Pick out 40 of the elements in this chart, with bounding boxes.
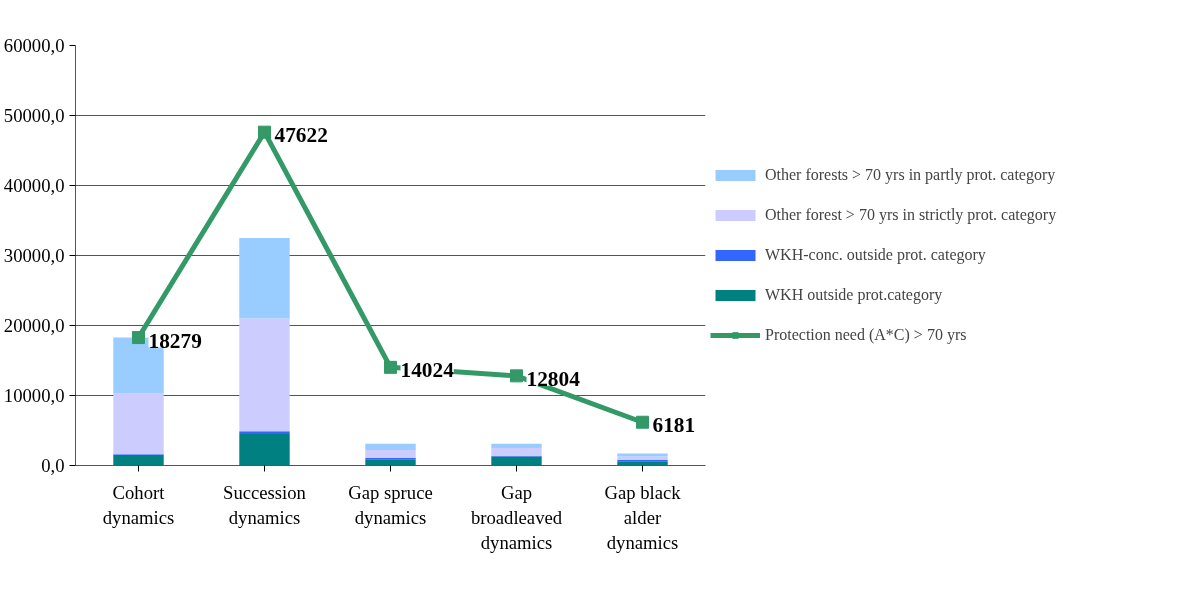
bar	[239, 431, 290, 434]
point	[132, 331, 145, 345]
bar	[365, 443, 416, 451]
bar	[491, 443, 542, 448]
bar	[365, 450, 416, 458]
y-tick-label: 40000,0	[3, 175, 65, 196]
bar	[491, 448, 542, 456]
point	[258, 125, 271, 139]
x-tick-label: Gap broadleaved dynamics	[470, 481, 563, 553]
x-tick-label: Succession dynamics	[223, 481, 307, 528]
legend-label: WKH-conc. outside prot. category	[765, 246, 986, 264]
bar	[617, 461, 668, 466]
x-tick-label: Gap black alder dynamics	[604, 481, 682, 553]
data-label: 6181	[652, 413, 696, 438]
point	[384, 360, 397, 374]
bar	[365, 459, 416, 466]
x-tick-label: Cohort dynamics	[102, 481, 175, 528]
point	[510, 369, 523, 383]
y-tick-label: 30000,0	[3, 245, 65, 266]
bar	[113, 455, 164, 466]
data-label: 14024	[400, 358, 455, 383]
bar	[239, 434, 290, 466]
data-label: 47622	[274, 123, 328, 148]
bar	[239, 238, 290, 319]
data-label: 18279	[148, 328, 202, 353]
data-label: 12804	[526, 366, 581, 391]
legend-label: Other forests > 70 yrs in partly prot. category	[765, 166, 1056, 184]
point	[636, 415, 649, 429]
bar	[113, 393, 164, 455]
y-tick-label: 20000,0	[3, 315, 65, 336]
bar	[491, 456, 542, 466]
legend-label: Protection need (A*C) > 70 yrs	[765, 326, 967, 344]
y-tick-label: 60000,0	[3, 35, 65, 56]
legend-label: WKH outside prot.category	[765, 286, 943, 304]
bar	[239, 318, 290, 432]
y-tick-label: 50000,0	[3, 105, 65, 126]
legend-label: Other forest > 70 yrs in strictly prot. category	[765, 206, 1057, 224]
y-tick-label: 0,0	[41, 455, 65, 476]
y-tick-label: 10000,0	[3, 385, 65, 406]
x-tick-label: Gap spruce dynamics	[348, 481, 433, 528]
